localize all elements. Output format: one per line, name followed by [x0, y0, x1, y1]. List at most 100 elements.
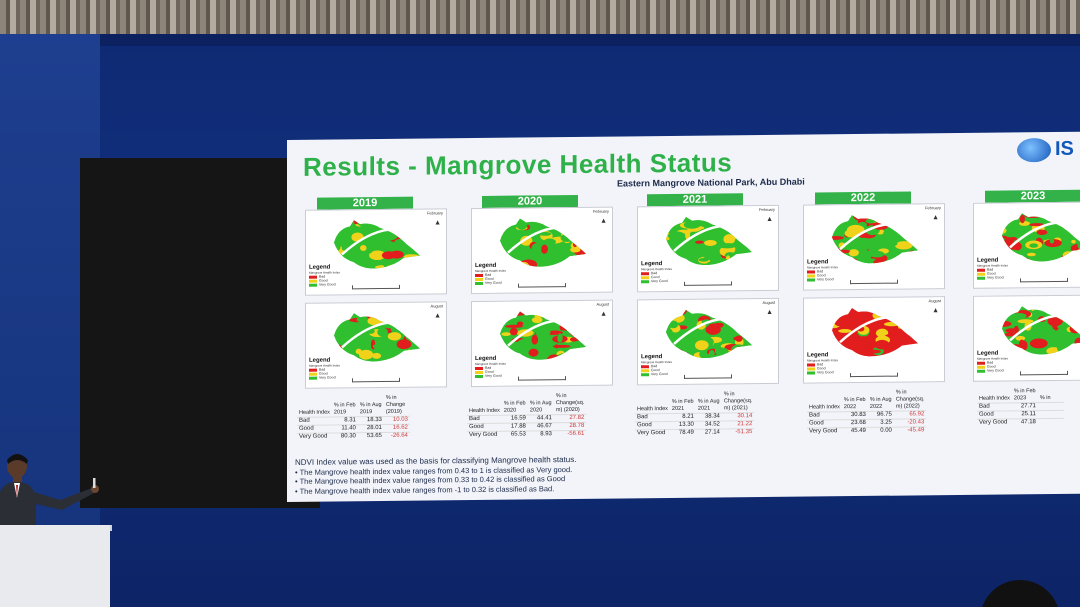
table-cell: 44.41 — [527, 414, 554, 423]
legend-swatch — [309, 372, 317, 376]
legend-item-label: Very Good — [987, 368, 1004, 373]
table-header-row: Health Index% in Feb 2021% in Aug 2021% … — [635, 391, 754, 414]
table-cell: Very Good — [635, 429, 670, 438]
legend-swatch — [641, 372, 649, 376]
table-cell: 27.82 — [553, 414, 587, 423]
legend-item-label: Very Good — [817, 370, 834, 375]
map-legend: Legend Mangrove Health Index Bad Good Very G… — [641, 261, 683, 287]
legend-swatch — [475, 277, 483, 281]
table-cell: 80.30 — [331, 432, 358, 441]
table-cell: -51.35 — [721, 428, 755, 437]
map-legend: Legend Mangrove Health Index Bad Good Very G… — [977, 257, 1019, 283]
window-curtain — [0, 0, 1080, 34]
legend-swatch — [977, 272, 985, 276]
north-arrow-icon: ▲ — [932, 214, 939, 222]
mangrove-map — [992, 207, 1080, 273]
table-header-cell: % in Aug 2022 — [869, 396, 892, 410]
map-legend: Legend Mangrove Health Index Bad Good Very G… — [977, 350, 1019, 376]
scale-bar — [850, 372, 898, 378]
legend-item: Very Good — [807, 370, 849, 374]
north-arrow-icon: ▲ — [600, 310, 607, 318]
season-label: February — [758, 206, 775, 213]
legend-swatch — [807, 273, 815, 278]
health-index-table: Health Index% in Feb 2022% in Aug 2022% … — [807, 389, 927, 436]
table-cell: -45.49 — [893, 426, 927, 435]
mangrove-map-shape — [666, 309, 752, 359]
table-cell: 96.75 — [867, 411, 894, 420]
legend-swatch — [977, 361, 985, 365]
table-header-cell: % in Change(sq. m) (2022) — [895, 389, 925, 410]
table-header-cell: % in Change(sq. m) (2021) — [723, 391, 753, 412]
table-cell — [1037, 410, 1064, 419]
legend-item: Very Good — [641, 372, 683, 376]
table-cell: 17.88 — [501, 422, 528, 432]
table-cell: 16.62 — [383, 424, 410, 433]
table-row: Very Good 47.18 — [977, 418, 1064, 427]
mangrove-map — [656, 210, 756, 276]
season-label: February — [592, 208, 609, 214]
scale-bar — [1020, 370, 1068, 376]
projection-screen: Results - Mangrove Health Status IS East… — [287, 131, 1080, 502]
table-cell: 65.53 — [501, 430, 528, 439]
presenter — [0, 454, 99, 532]
year-label: 2021 — [647, 193, 743, 207]
map-grid: February ▲ Legend Mangrove Health Index Bad G… — [287, 132, 1080, 389]
table-cell: -56.61 — [553, 430, 587, 439]
mangrove-map — [992, 300, 1080, 366]
scale-bar — [1020, 277, 1068, 283]
scale-bar — [352, 377, 400, 383]
table-cell: 27.71 — [1011, 402, 1038, 411]
legend-item-label: Very Good — [319, 375, 336, 380]
table-header-row: Health Index% in Feb 2022% in Aug 2022% … — [807, 389, 926, 412]
table-cell: -26.64 — [383, 432, 410, 440]
table-header-cell: % in Change(sq. m) (2020) — [555, 393, 585, 414]
scale-bar — [352, 284, 400, 290]
legend-swatch — [807, 269, 815, 274]
table-header-cell: Health Index — [637, 406, 668, 413]
table-header-cell: % in Aug 2021 — [697, 398, 720, 412]
mangrove-map — [656, 303, 756, 369]
table-header-cell: % in Aug 2020 — [529, 400, 552, 414]
legend-swatch — [807, 277, 815, 282]
table-cell: 8.21 — [669, 413, 696, 422]
legend-item: Very Good — [475, 374, 517, 378]
table-header-cell: % in Feb 2023 — [1013, 388, 1036, 402]
legend-swatch — [977, 365, 985, 369]
mangrove-map — [324, 307, 424, 373]
year-label: 2023 — [985, 189, 1080, 203]
table-header-cell: % in Feb 2019 — [333, 402, 356, 416]
logo-text: IS — [1055, 137, 1074, 160]
season-label: August — [762, 299, 775, 306]
table-header-cell: % in Feb 2022 — [843, 396, 866, 411]
map-legend: Legend Mangrove Health Index Bad Good Very G… — [807, 259, 849, 285]
legend-swatch — [475, 374, 483, 378]
year-label: 2022 — [815, 191, 911, 205]
legend-swatch — [977, 268, 985, 272]
map-legend: Legend Mangrove Health Index Bad Good Very G… — [807, 352, 849, 378]
table-header-cell: Health Index — [979, 395, 1010, 402]
table-cell: Very Good — [977, 418, 1012, 427]
health-index-table: Health Index% in Feb 2019% in Aug 2019% … — [297, 395, 410, 441]
health-index-table: Health Index% in Feb 2020% in Aug 2020% … — [467, 393, 587, 440]
legend-item-label: Very Good — [319, 282, 336, 287]
mangrove-map-shape — [500, 217, 586, 268]
table-header-cell: Health Index — [809, 404, 840, 411]
table-cell: 46.67 — [527, 422, 554, 431]
table-cell: Very Good — [807, 427, 842, 436]
mangrove-map-shape — [832, 307, 918, 357]
table-cell: 0.00 — [867, 427, 894, 435]
mangrove-map — [822, 301, 922, 367]
table-cell: 18.33 — [357, 416, 384, 425]
map-legend: Legend Mangrove Health Index Bad Good Very G… — [309, 264, 351, 290]
health-index-table: Health Index% in Feb 2023% in Bad 27.71 Goo… — [977, 388, 1064, 427]
legend-swatch — [641, 275, 649, 279]
health-index-table: Health Index% in Feb 2021% in Aug 2021% … — [635, 391, 755, 438]
mangrove-map-shape — [1002, 212, 1080, 262]
mangrove-map — [324, 214, 424, 280]
table-cell: 78.49 — [669, 429, 696, 437]
table-cell: 28.78 — [553, 422, 587, 431]
table-cell: 53.65 — [357, 432, 384, 441]
